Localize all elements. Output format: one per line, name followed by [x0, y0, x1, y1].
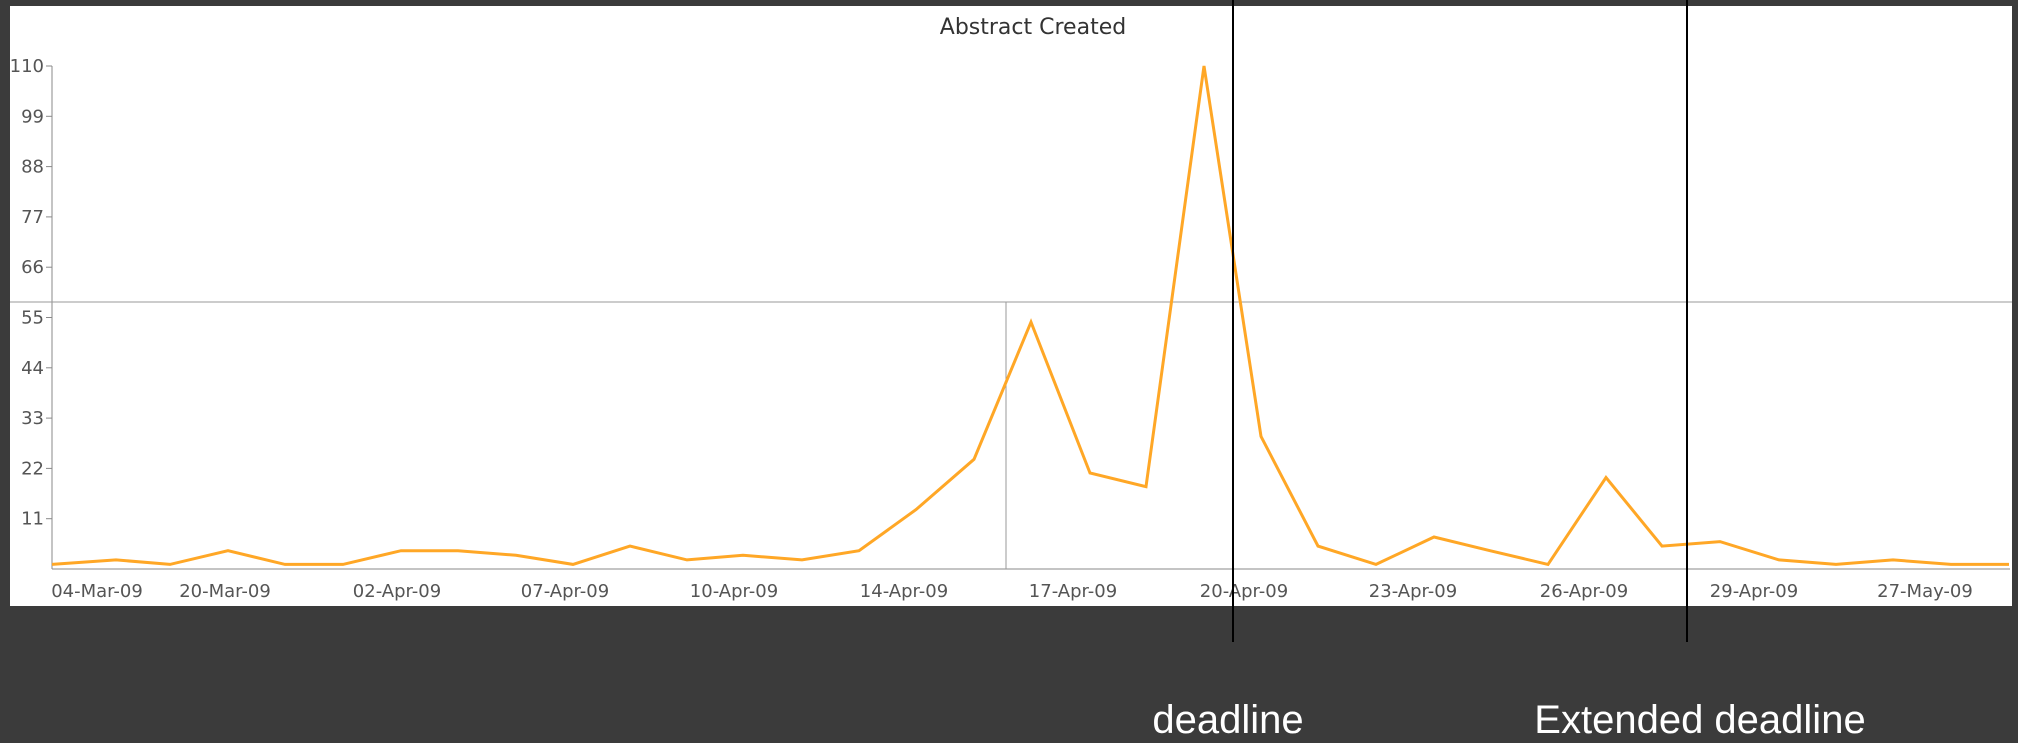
x-tick-label: 07-Apr-09: [521, 581, 609, 602]
series-line: [51, 65, 2009, 567]
deadline-marker-label: Extended deadline: [1534, 698, 1865, 742]
y-tick-label: 99: [21, 106, 44, 127]
y-tick-label: 77: [21, 207, 44, 228]
x-tick-label: 10-Apr-09: [690, 581, 778, 602]
y-tick-label: 11: [21, 509, 44, 530]
y-tick-label: 44: [21, 358, 44, 379]
y-tick-label: 33: [21, 408, 44, 429]
x-tick-label: 27-May-09: [1877, 581, 1973, 602]
x-tick-label: 17-Apr-09: [1029, 581, 1117, 602]
x-tick-label: 23-Apr-09: [1369, 581, 1457, 602]
crosshair: [10, 301, 2012, 569]
y-tick-label: 66: [21, 257, 44, 278]
x-tick-label: 29-Apr-09: [1710, 581, 1798, 602]
x-tick-label: 20-Mar-09: [179, 581, 271, 602]
x-tick-label: 02-Apr-09: [353, 581, 441, 602]
y-axis: 11 22 33 44 55 66 77 88 99 110: [10, 56, 53, 569]
x-tick-label: 20-Apr-09: [1200, 581, 1288, 602]
y-tick-label: 88: [21, 157, 44, 178]
x-tick-label: 04-Mar-09: [51, 581, 143, 602]
series-group: [51, 65, 2009, 567]
y-tick-label: 22: [21, 458, 44, 479]
y-tick-label: 55: [21, 308, 44, 329]
annotations: deadline Extended deadline: [1152, 0, 1866, 742]
x-tick-label: 26-Apr-09: [1540, 581, 1628, 602]
chart-title: Abstract Created: [940, 15, 1126, 40]
plot-background: [10, 6, 2012, 606]
y-tick-label: 110: [10, 56, 44, 77]
deadline-marker-label: deadline: [1152, 698, 1303, 742]
x-axis: 04-Mar-09 20-Mar-09 02-Apr-09 07-Apr-09 10-A…: [51, 568, 2010, 602]
x-tick-label: 14-Apr-09: [860, 581, 948, 602]
